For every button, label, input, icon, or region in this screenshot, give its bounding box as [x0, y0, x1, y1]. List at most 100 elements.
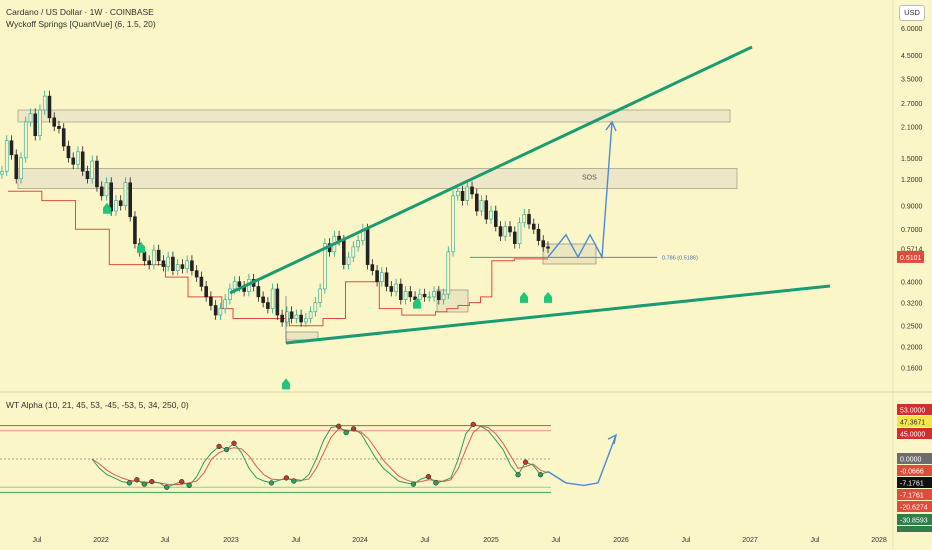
- wt-cross-dot: [268, 480, 275, 486]
- candle-body: [380, 272, 384, 282]
- candle-body: [403, 291, 408, 300]
- candle-body: [256, 286, 261, 298]
- wt-axis-value: -0.0666: [900, 469, 924, 476]
- wt-cross-dot: [336, 423, 342, 429]
- candle-body: [285, 311, 289, 323]
- wt-cross-dot: [343, 429, 349, 436]
- candle-body: [4, 140, 9, 172]
- candle-body: [152, 249, 156, 265]
- candle-body: [356, 240, 360, 248]
- time-tick-label: Jul: [161, 537, 170, 544]
- candle-body: [451, 195, 455, 253]
- wt-cross-dot: [470, 421, 476, 428]
- wt-cross-dot: [537, 472, 544, 478]
- wt-cross-dot: [141, 481, 147, 487]
- spring-up-icon: [544, 291, 552, 303]
- wt-cross-dot: [350, 426, 357, 432]
- candle-body: [394, 283, 398, 292]
- candle-body: [147, 260, 151, 265]
- wt-axis-badge: [897, 428, 932, 439]
- price-tick-label: 0.2000: [901, 345, 923, 352]
- wt-axis-badge: [897, 489, 932, 500]
- price-tick-label: 0.3200: [901, 301, 923, 308]
- candle-body: [19, 157, 23, 180]
- candle-body: [432, 291, 436, 298]
- wt-axis-value: -7.1761: [900, 493, 924, 500]
- candle-body: [80, 151, 85, 172]
- candle-body: [418, 293, 422, 300]
- candle-body: [0, 170, 4, 175]
- candle-body: [323, 243, 327, 290]
- candle-body: [95, 160, 99, 188]
- candle-body: [294, 314, 299, 319]
- candle-body: [489, 210, 493, 220]
- candle-body: [9, 140, 14, 156]
- wt-axis-badge: [897, 514, 932, 525]
- candle-body: [128, 182, 132, 218]
- lower-trendline: [285, 284, 831, 345]
- price-tick-label: 0.5714: [901, 246, 923, 253]
- candle-body: [266, 302, 270, 309]
- wt-cross-dot: [231, 440, 237, 446]
- candle-body: [61, 128, 66, 147]
- wt-cross-dot: [164, 484, 170, 490]
- time-tick-label: 2022: [93, 537, 109, 544]
- candle-body: [351, 246, 356, 258]
- candle-body: [185, 260, 189, 269]
- candle-body: [166, 256, 170, 267]
- candle-body: [85, 170, 90, 180]
- candle-body: [180, 264, 185, 269]
- candle-body: [493, 210, 498, 227]
- candle-body: [71, 157, 76, 165]
- wt-projection-arrowhead: [607, 433, 618, 445]
- time-tick-label: Jul: [292, 537, 301, 544]
- time-tick-label: Jul: [552, 537, 561, 544]
- wt-cross-dot: [522, 459, 529, 465]
- candle-body: [175, 264, 180, 271]
- candle-body: [441, 293, 446, 300]
- candle-body: [76, 151, 80, 165]
- candle-body: [436, 291, 441, 300]
- last-price-value: 0.5101: [900, 255, 922, 262]
- candle-body: [52, 117, 57, 127]
- candle-body: [194, 270, 199, 278]
- wt-axis-value: -20.6274: [900, 505, 928, 512]
- candle-body: [384, 272, 389, 287]
- price-tick-label: 0.7000: [901, 227, 923, 234]
- wt-fast-line: [91, 423, 549, 488]
- candle-body: [280, 314, 284, 323]
- candle-body: [455, 190, 460, 197]
- candle-body: [304, 318, 308, 323]
- wt-axis-badge: [897, 477, 932, 488]
- currency-button[interactable]: USD: [899, 5, 925, 21]
- candle-body: [446, 251, 451, 295]
- chart-title: Cardano / US Dollar · 1W · COINBASE: [6, 7, 154, 17]
- wt-axis-value: -30.8593: [900, 518, 928, 525]
- candle-body: [546, 246, 550, 249]
- candle-body: [427, 296, 432, 299]
- candle-body: [14, 154, 19, 180]
- candle-body: [156, 249, 161, 262]
- candle-body: [465, 186, 470, 201]
- candle-body: [161, 260, 166, 267]
- candle-body: [171, 256, 175, 271]
- time-tick-label: 2027: [742, 537, 758, 544]
- wt-projection-path: [547, 434, 617, 487]
- candle-body: [47, 95, 52, 119]
- wt-axis-badge: [897, 416, 932, 427]
- price-tick-label: 6.0000: [901, 26, 923, 33]
- candle-body: [104, 182, 109, 197]
- price-tick-label: 3.5000: [901, 76, 923, 83]
- candle-body: [422, 293, 427, 298]
- candle-body: [460, 190, 465, 201]
- candle-body: [365, 228, 370, 265]
- candle-body: [114, 200, 118, 212]
- wt-slow-line: [91, 425, 549, 486]
- wt-axis-value: 0.0000: [900, 457, 922, 464]
- spring-up-icon: [413, 297, 421, 309]
- candle-body: [218, 308, 223, 316]
- candle-body: [508, 226, 512, 233]
- wt-cross-dot: [291, 478, 297, 484]
- indicator-label: Wyckoff Springs [QuantVue] (6, 1.5, 20): [6, 19, 156, 29]
